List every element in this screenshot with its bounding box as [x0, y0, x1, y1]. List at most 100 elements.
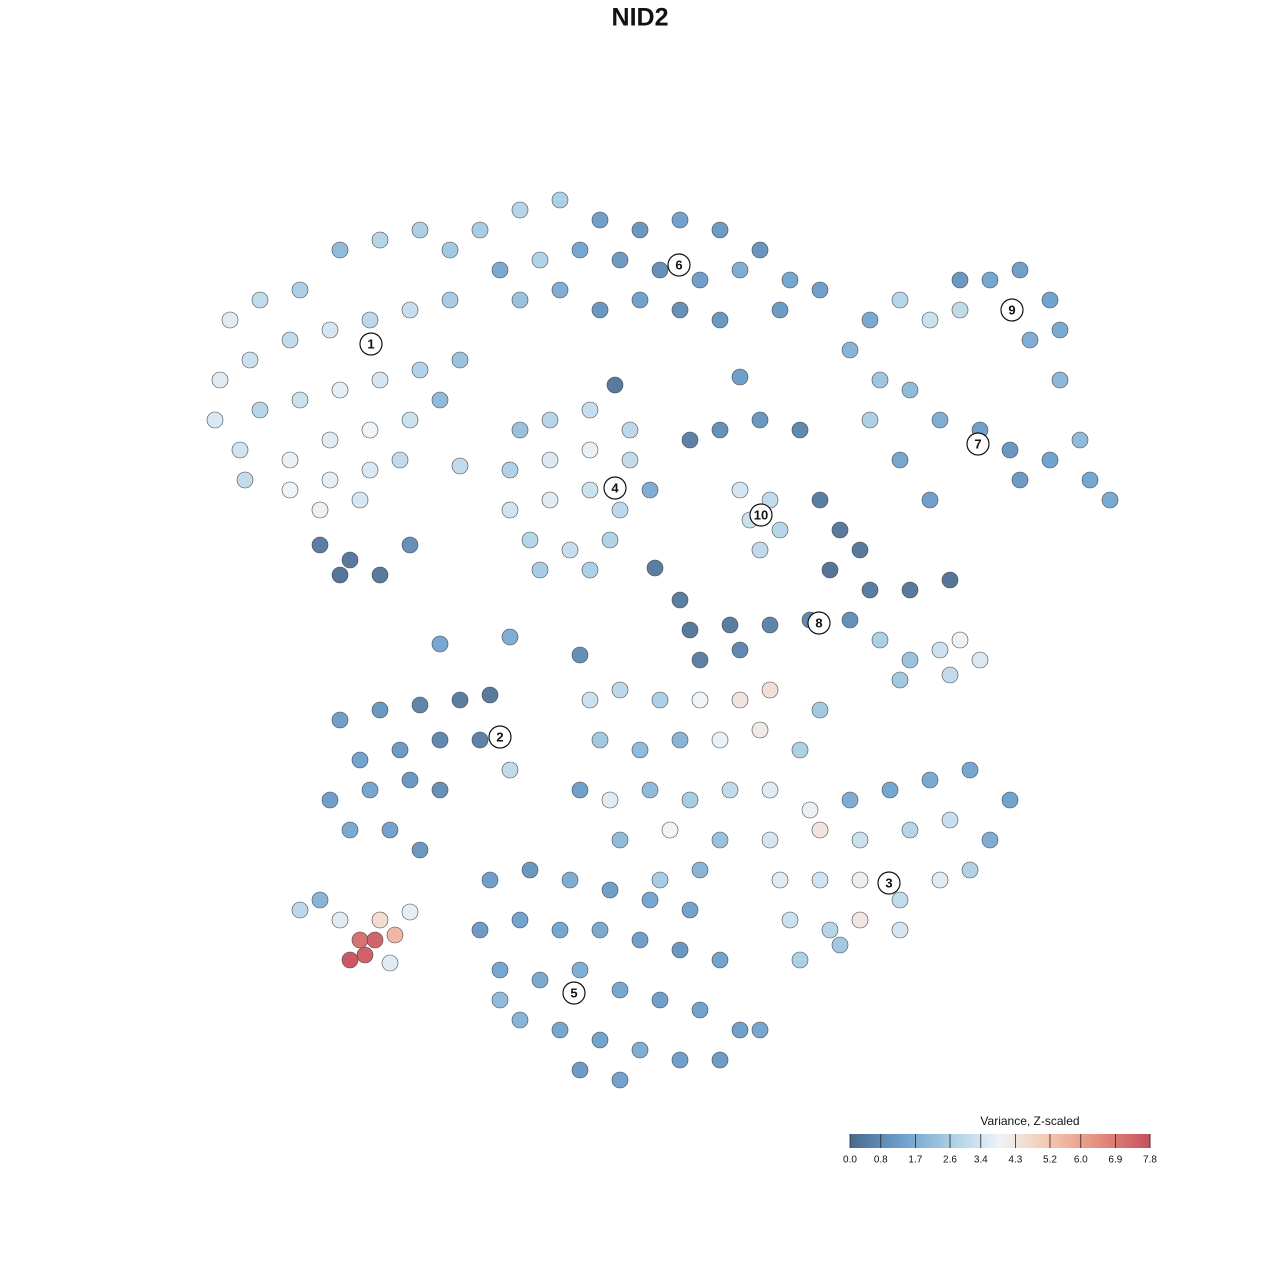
point	[671, 301, 689, 319]
point	[621, 421, 639, 439]
point	[941, 666, 959, 684]
point	[731, 691, 749, 709]
point	[361, 461, 379, 479]
cluster-label-badge	[1000, 298, 1024, 322]
colorbar-segment	[1000, 1134, 1004, 1148]
colorbar-segment	[952, 1134, 956, 1148]
point	[751, 411, 769, 429]
point	[611, 831, 629, 849]
point	[321, 431, 339, 449]
point	[311, 536, 329, 554]
cluster-label-badge	[488, 725, 512, 749]
colorbar-segment	[1039, 1134, 1043, 1148]
point	[241, 351, 259, 369]
point	[551, 281, 569, 299]
point	[331, 241, 349, 259]
point	[681, 621, 699, 639]
colorbar-tick-label: 4.3	[1008, 1155, 1022, 1166]
point	[791, 421, 809, 439]
colorbar-segment	[1147, 1134, 1151, 1148]
point	[441, 291, 459, 309]
point	[971, 651, 989, 669]
point	[321, 321, 339, 339]
point	[431, 781, 449, 799]
point	[1001, 791, 1019, 809]
point	[851, 541, 869, 559]
point	[751, 1021, 769, 1039]
point	[581, 481, 599, 499]
colorbar-segment	[919, 1134, 923, 1148]
point	[681, 901, 699, 919]
colorbar-segment	[976, 1134, 980, 1148]
point	[401, 301, 419, 319]
point	[351, 751, 369, 769]
cluster-label: 3	[885, 875, 892, 890]
cluster-label-badge	[667, 253, 691, 277]
colorbar-segment	[994, 1134, 998, 1148]
colorbar-segment	[925, 1134, 929, 1148]
colorbar-segment	[862, 1134, 866, 1148]
colorbar-segment	[1102, 1134, 1106, 1148]
point	[631, 931, 649, 949]
colorbar-segment	[856, 1134, 860, 1148]
point	[341, 951, 359, 969]
point	[401, 411, 419, 429]
point	[691, 691, 709, 709]
colorbar-segment	[928, 1134, 932, 1148]
point	[251, 291, 269, 309]
colorbar-segment	[901, 1134, 905, 1148]
colorbar-segment	[967, 1134, 971, 1148]
colorbar-segment	[1045, 1134, 1049, 1148]
point	[1001, 441, 1019, 459]
point	[851, 871, 869, 889]
point	[1081, 471, 1099, 489]
point	[671, 731, 689, 749]
point	[441, 241, 459, 259]
point	[611, 251, 629, 269]
colorbar-segment	[874, 1134, 878, 1148]
cluster-label-badge	[877, 871, 901, 895]
colorbar-segment	[895, 1134, 899, 1148]
point	[501, 461, 519, 479]
colorbar-segment	[961, 1134, 965, 1148]
point	[331, 381, 349, 399]
cluster-label: 2	[496, 729, 503, 744]
point	[481, 871, 499, 889]
point	[411, 361, 429, 379]
point	[371, 566, 389, 584]
point	[521, 531, 539, 549]
colorbar-tick-label: 5.2	[1043, 1155, 1057, 1166]
point	[1011, 261, 1029, 279]
point	[591, 1031, 609, 1049]
colorbar-tick-label: 2.6	[943, 1155, 957, 1166]
point	[491, 991, 509, 1009]
point	[281, 481, 299, 499]
point	[251, 401, 269, 419]
point	[861, 581, 879, 599]
point	[681, 791, 699, 809]
point	[481, 686, 499, 704]
point	[691, 271, 709, 289]
point	[771, 521, 789, 539]
point	[1041, 291, 1059, 309]
point	[541, 451, 559, 469]
point	[561, 541, 579, 559]
point	[371, 371, 389, 389]
colorbar-segment	[1099, 1134, 1103, 1148]
point	[811, 281, 829, 299]
point	[1041, 451, 1059, 469]
point	[1021, 331, 1039, 349]
cluster-label: 10	[754, 507, 768, 522]
point	[606, 376, 624, 394]
point	[1071, 431, 1089, 449]
colorbar-segment	[1033, 1134, 1037, 1148]
colorbar-segment	[931, 1134, 935, 1148]
colorbar-segment	[934, 1134, 938, 1148]
point	[401, 903, 419, 921]
point	[711, 421, 729, 439]
point	[581, 691, 599, 709]
point	[841, 611, 859, 629]
point	[851, 831, 869, 849]
point	[611, 981, 629, 999]
point	[451, 691, 469, 709]
